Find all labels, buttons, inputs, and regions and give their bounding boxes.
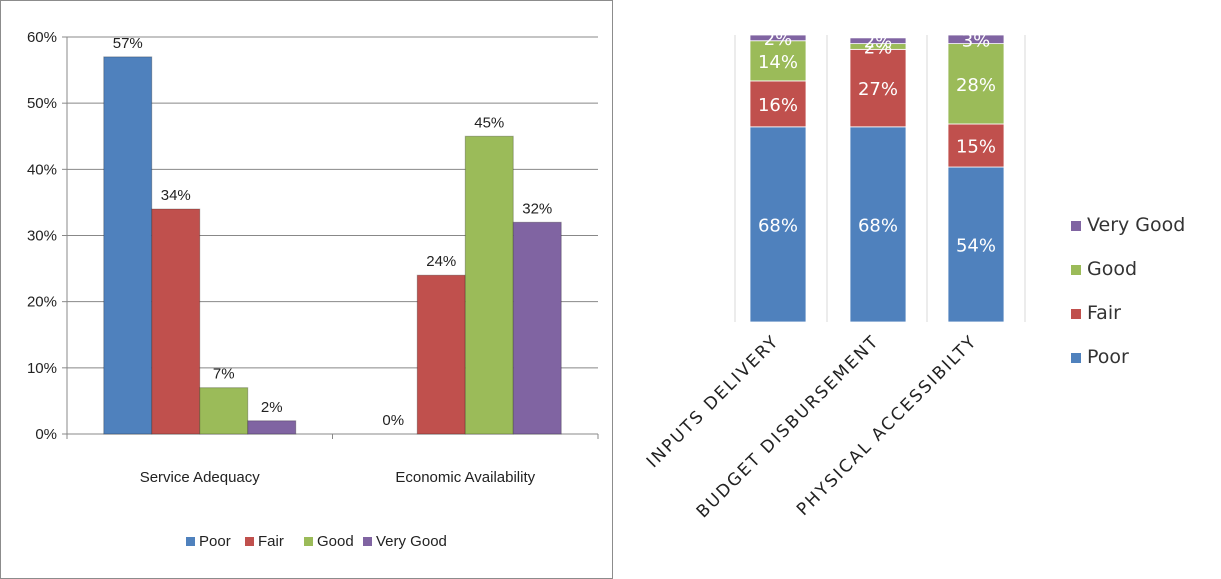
segment-fair-physical-accessibilty [947,123,1005,168]
segment-very-good-inputs-delivery [749,34,807,42]
y-tick-label: 30% [27,228,57,245]
segment-very-good-budget-disbursement [849,37,907,45]
segment-good-inputs-delivery [749,40,807,82]
bar-outline [199,387,249,435]
legend-label-fair: Fair [258,533,284,550]
legend-label-very-good: Very Good [376,533,447,550]
legend-swatch-fair [1071,309,1081,319]
category-label: Service Adequacy [140,469,261,486]
segment-label: 16% [758,95,798,116]
segment-poor-physical-accessibilty [947,166,1005,323]
legend-label-poor: Poor [199,533,231,550]
segment-label: 2% [864,32,893,53]
legend-label-very-good: Very Good [1087,214,1185,236]
y-tick-label: 20% [27,294,57,311]
bar-outline [247,420,297,435]
segment-fair-inputs-delivery [749,80,807,128]
legend-swatch-good [304,537,313,546]
segment-label: 68% [858,215,898,236]
stacked-bar-chart: 68% 16% 14% 2% INPUTS DELIVERY 68% 27% 2% 2% BUDG… [618,0,1221,579]
data-label: 34% [161,187,191,204]
y-tick-label: 0% [35,426,57,443]
legend-label-good: Good [317,533,354,550]
legend-label-fair: Fair [1087,302,1121,324]
data-label: 7% [213,366,235,383]
bar-very-good-economic-availability [513,222,562,434]
data-label: 0% [382,412,404,429]
segment-label: 68% [758,215,798,236]
bar-fair-service-adequacy [151,209,200,434]
segment-label: 14% [758,52,798,73]
data-label: 32% [522,200,552,217]
y-tick-label: 60% [27,29,57,46]
grouped-bar-chart: 0% 10% 20% 30% 40% 50% 60% 57% 34% 7% 2% Service Ad… [0,0,613,579]
grouped-bar-chart-svg: 0% 10% 20% 30% 40% 50% 60% 57% 34% 7% 2% Service Ad… [27,29,599,550]
bar-fair-economic-availability [417,275,466,434]
segment-fair-budget-disbursement [849,48,907,128]
data-label: 45% [474,114,504,131]
bar-outline [151,208,201,435]
segment-very-good-physical-accessibilty [947,34,1005,45]
bar-good-service-adequacy [199,387,248,434]
bar-outline [512,221,562,435]
legend-label-poor: Poor [1087,346,1129,368]
y-tick-label: 50% [27,95,57,112]
data-label: 2% [261,399,283,416]
y-tick-label: 40% [27,161,57,178]
legend-swatch-poor [186,537,195,546]
data-label: 57% [113,35,143,52]
segment-good-physical-accessibilty [947,43,1005,125]
segment-label: 27% [858,79,898,100]
legend-swatch-good [1071,265,1081,275]
segment-poor-budget-disbursement [849,126,907,323]
category-label: Economic Availability [395,469,535,486]
data-label: 24% [426,253,456,270]
legend-swatch-fair [245,537,254,546]
bar-poor-service-adequacy [103,56,152,434]
bar-good-economic-availability [465,136,514,434]
bar-very-good-service-adequacy [247,420,296,434]
segment-label: 3% [962,30,991,51]
stacked-bar-chart-svg: 68%16%14%2%INPUTS DELIVERY68%27%2%2%BUDG… [643,29,1185,522]
y-tick-label: 10% [27,360,57,377]
legend-label-good: Good [1087,258,1137,280]
segment-label: 15% [956,136,996,157]
segment-label: 28% [956,75,996,96]
segment-label: 54% [956,236,996,257]
legend-swatch-poor [1071,353,1081,363]
legend-swatch-very-good [1071,221,1081,231]
segment-poor-inputs-delivery [749,126,807,323]
segment-label: 2% [764,29,793,50]
category-label-physical-accessibilty: PHYSICAL ACCESSIBILTY [793,331,982,520]
category-label-budget-disbursement: BUDGET DISBURSEMENT [693,331,884,522]
legend-swatch-very-good [363,537,372,546]
